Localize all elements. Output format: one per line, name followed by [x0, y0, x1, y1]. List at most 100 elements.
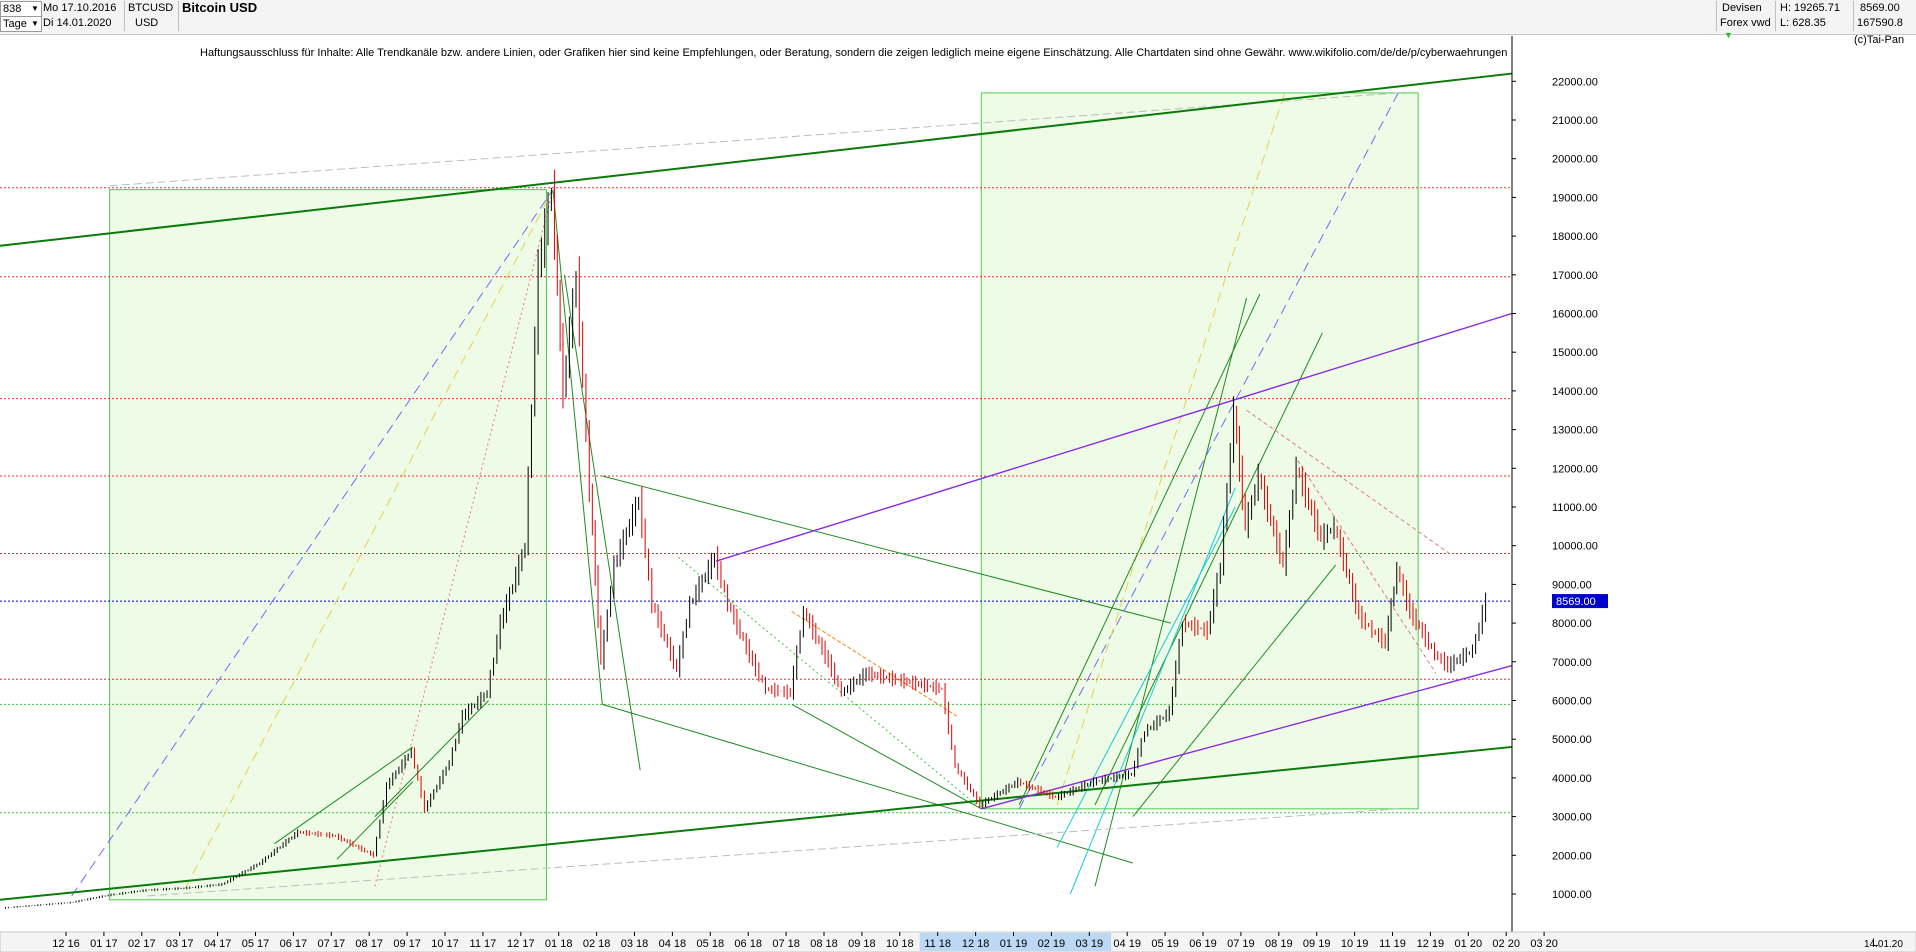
x-axis-tick-label: 03 19 — [1076, 938, 1104, 950]
y-axis-tick-label: 22000.00 — [1552, 76, 1598, 88]
x-axis-tick-label: 09 18 — [848, 938, 876, 950]
y-axis-tick-label: 18000.00 — [1552, 231, 1598, 243]
x-axis-tick-label: 09 17 — [393, 938, 421, 950]
x-axis-tick-label: 12 18 — [962, 938, 990, 950]
x-axis-tick-label: 07 17 — [318, 938, 346, 950]
x-axis-tick-label: 08 18 — [810, 938, 838, 950]
y-axis-tick-label: 15000.00 — [1552, 347, 1598, 359]
y-axis-tick-label: 7000.00 — [1552, 657, 1592, 669]
auxiliary-trend-line — [602, 703, 1134, 864]
x-axis-tick-label: 04 19 — [1113, 938, 1141, 950]
chevron-down-icon: ▼ — [31, 4, 39, 13]
x-axis-tick-label: 12 16 — [52, 938, 80, 950]
x-axis-tick-label: 07 19 — [1227, 938, 1255, 950]
x-axis-highlight — [919, 933, 1112, 951]
auxiliary-trend-line — [1297, 460, 1437, 674]
copyright-label: (c)Tai-Pan — [1854, 34, 1905, 46]
symbol-code: BTCUSD — [128, 2, 174, 14]
main-trend-line — [981, 664, 1513, 810]
x-axis-tick-label: 04 17 — [204, 938, 232, 950]
auxiliary-trend-line — [563, 274, 641, 771]
y-axis-tick-label: 4000.00 — [1552, 773, 1592, 785]
auxiliary-trend-line — [1018, 92, 1399, 810]
auxiliary-trend-line — [791, 611, 957, 717]
disclaimer-text: Haftungsausschluss für Inhalte: Alle Tre… — [200, 47, 1508, 59]
auxiliary-trend-line — [71, 189, 554, 897]
y-axis-tick-label: 2000.00 — [1552, 850, 1592, 862]
auxiliary-trend-line — [1094, 297, 1248, 887]
period-selector[interactable]: Tage ▼ — [0, 16, 42, 32]
from-date: Mo 17.10.2016 — [43, 2, 117, 14]
target-zone — [109, 189, 547, 901]
header-divider — [1853, 1, 1854, 31]
x-axis-tick-label: 04 18 — [659, 938, 687, 950]
footer-date: 14.01.20 — [1864, 939, 1903, 950]
instrument-title: Bitcoin USD — [182, 0, 258, 15]
scale-mode-button[interactable]: L — [1872, 937, 1879, 949]
x-axis-tick-label: 05 17 — [242, 938, 270, 950]
bar-count-selector[interactable]: 838 ▼ — [0, 1, 42, 17]
auxiliary-trend-line — [274, 746, 414, 845]
auxiliary-trend-line — [602, 475, 1171, 624]
header-divider — [124, 1, 125, 31]
y-axis-tick-label: 1000.00 — [1552, 889, 1592, 901]
chart-header — [0, 0, 1916, 35]
low-value: L: 628.35 — [1780, 17, 1826, 29]
x-axis-tick-label: 08 19 — [1265, 938, 1293, 950]
x-axis-tick-label: 02 20 — [1492, 938, 1520, 950]
y-axis-tick-label: 5000.00 — [1552, 734, 1592, 746]
main-trend-line — [0, 72, 1513, 247]
auxiliary-trend-line — [677, 556, 982, 810]
y-axis-tick-label: 20000.00 — [1552, 154, 1598, 166]
x-axis-tick-label: 05 18 — [697, 938, 725, 950]
last-value: 8569.00 — [1860, 2, 1900, 14]
auxiliary-trend-line — [374, 700, 489, 817]
auxiliary-trend-line — [147, 808, 1399, 897]
y-axis-tick-label: 9000.00 — [1552, 579, 1592, 591]
header-divider — [1716, 1, 1717, 31]
y-axis-tick-label: 21000.00 — [1552, 115, 1598, 127]
main-trend-line — [715, 312, 1513, 562]
x-axis-tick-label: 07 18 — [772, 938, 800, 950]
auxiliary-trend-line — [1018, 293, 1261, 806]
x-axis-tick-label: 01 19 — [1000, 938, 1028, 950]
y-axis-tick-label: 17000.00 — [1552, 270, 1598, 282]
y-axis-tick-label: 6000.00 — [1552, 696, 1592, 708]
x-axis-tick-label: 01 17 — [90, 938, 118, 950]
target-zone — [980, 92, 1419, 810]
header-divider — [178, 1, 179, 31]
main-trend-line — [0, 745, 1513, 901]
current-price-label: 8569.00 — [1556, 596, 1596, 608]
x-axis-tick-label: 11 17 — [470, 938, 497, 950]
auxiliary-trend-line — [336, 781, 414, 860]
x-axis-tick-label: 10 18 — [886, 938, 914, 950]
price-marker-icon: ▼ — [1724, 30, 1733, 40]
x-axis-tick-label: 02 18 — [583, 938, 611, 950]
x-axis-tick-label: 01 18 — [545, 938, 573, 950]
auxiliary-trend-line — [1056, 92, 1285, 806]
x-axis-tick-label: 08 17 — [355, 938, 383, 950]
auxiliary-trend-line — [1094, 332, 1323, 806]
x-axis-tick-label: 02 19 — [1038, 938, 1066, 950]
auxiliary-trend-line — [1132, 564, 1337, 817]
header-divider — [1775, 1, 1776, 31]
period-label: Tage — [3, 18, 27, 30]
high-value: H: 19265.71 — [1780, 2, 1840, 14]
y-axis-tick-label: 13000.00 — [1552, 425, 1598, 437]
bar-count: 838 — [3, 3, 22, 15]
data-source: Forex vwd — [1720, 17, 1771, 29]
x-axis-tick-label: 11 19 — [1379, 938, 1406, 950]
auxiliary-trend-line — [791, 703, 982, 810]
market-label: Devisen — [1722, 2, 1762, 14]
x-axis-tick-label: 06 19 — [1189, 938, 1217, 950]
auxiliary-trend-line — [552, 189, 603, 705]
y-axis-tick-label: 16000.00 — [1552, 309, 1598, 321]
currency-code: USD — [135, 17, 159, 29]
x-axis-tick-label: 06 17 — [280, 938, 308, 950]
x-axis-tick-label: 03 20 — [1530, 938, 1558, 950]
x-axis-tick-label: 03 17 — [166, 938, 194, 950]
auxiliary-trend-line — [1246, 409, 1450, 554]
x-axis-tick-label: 09 19 — [1303, 938, 1331, 950]
